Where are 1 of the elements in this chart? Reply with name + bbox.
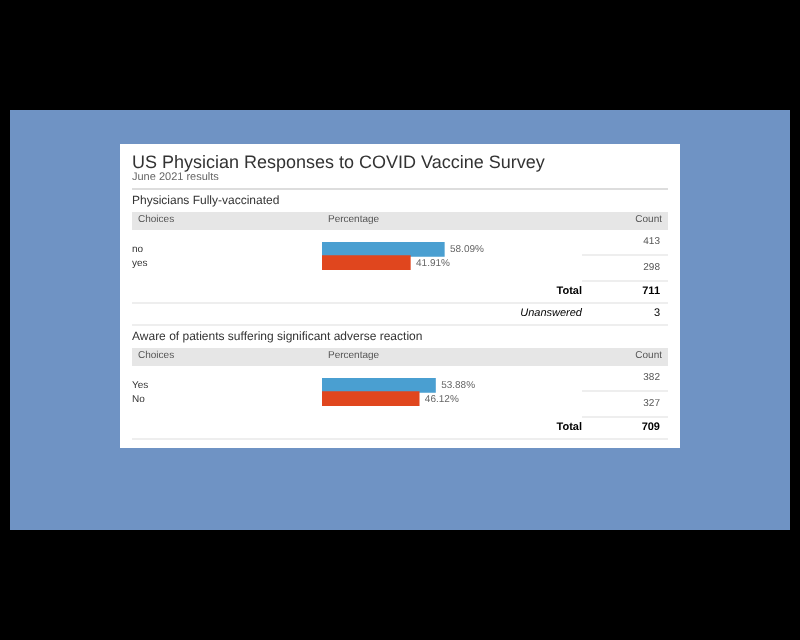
text: US Physician Responses to COVID Vaccine Survey <box>132 152 547 172</box>
